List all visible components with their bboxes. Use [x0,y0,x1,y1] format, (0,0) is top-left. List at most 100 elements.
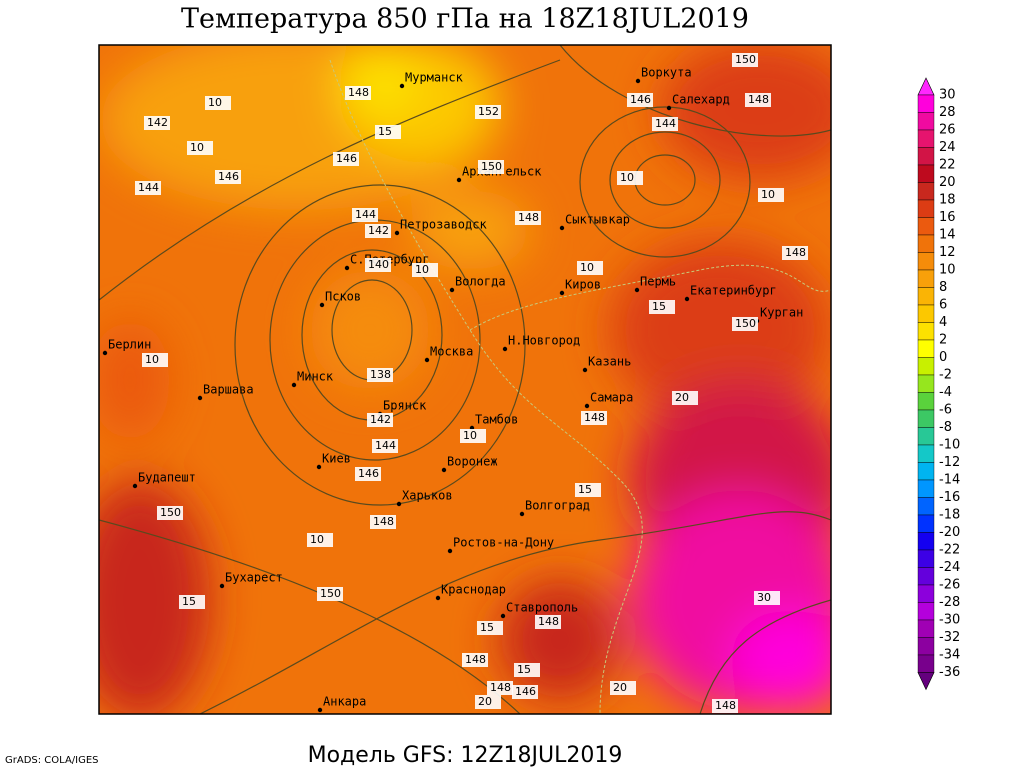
contour-label-box [649,300,675,314]
contour-label: 148 [465,653,486,666]
colorbar-label: 28 [939,105,956,120]
city-dot [666,105,672,111]
colorbar-segment [917,322,935,341]
contour-label-box [745,93,771,107]
city-dot [424,357,430,363]
colorbar-label: 12 [939,245,956,260]
colorbar-segment [917,112,935,131]
contour-label-box [515,211,541,225]
contour-label: 148 [715,699,736,712]
colorbar-label: -4 [939,385,952,400]
contour-label-box [514,663,540,677]
contour-label-box [712,699,738,713]
city-label: Тамбов [475,413,518,427]
colorbar-arrow [917,77,935,96]
contour-label: 30 [757,591,771,604]
city-label: Бухарест [225,571,283,585]
contour-label-box [475,105,501,119]
city-dot [102,350,108,356]
temperature-field [99,45,831,714]
contour-label: 10 [761,188,775,201]
contour-label-box [732,53,758,67]
contour-label-box [782,246,808,260]
colorbar-segment [917,252,935,271]
city-dot [502,346,508,352]
contour-label-box [475,695,501,709]
city-label: Ростов-на-Дону [453,536,554,550]
contour-label-box [412,263,438,277]
city-dot [399,83,405,89]
colorbar-label: 10 [939,263,956,278]
contour-label-box [627,93,653,107]
city-dot [634,287,640,293]
colorbar-segment [917,339,935,358]
contour-label: 142 [368,224,389,237]
city-label: Сыктывкар [565,213,630,227]
contour-label-box [215,170,241,184]
contour-label: 144 [375,439,396,452]
colorbar-label: -22 [939,543,960,558]
colorbar-segment [917,374,935,393]
colorbar-label: -28 [939,595,960,610]
colorbar-segment [917,584,935,603]
contour-label-box [610,681,636,695]
city-label: Варшава [203,383,254,397]
colorbar-segment [917,199,935,218]
contour-label-box [135,181,161,195]
colorbar-label: 2 [939,333,947,348]
city-dot [291,382,297,388]
footer: Модель GFS: 12Z18JUL2019 [308,743,623,768]
colorbar-segment [917,287,935,306]
colorbar-label: -2 [939,368,952,383]
contour-label: 10 [580,261,594,274]
contour-label: 10 [190,141,204,154]
contour-label: 146 [630,93,651,106]
colorbar-label: -36 [939,665,960,680]
colorbar-label: -20 [939,525,960,540]
contour-label: 10 [208,96,222,109]
city-label: Екатеринбург [690,284,777,298]
city-label: Курган [760,306,803,320]
city-dot [559,290,565,296]
contour-label: 20 [675,391,689,404]
city-label: Киев [322,452,351,466]
colorbar-label: 0 [939,350,947,365]
city-label: Минск [297,370,334,384]
colorbar-segment [917,532,935,551]
city-dot [684,296,690,302]
contour-label-box [352,208,378,222]
colorbar-label: -6 [939,403,952,418]
colorbar-label: 30 [939,88,956,103]
city-dot [456,177,462,183]
contour-label-box [179,595,205,609]
colorbar-label: 8 [939,280,947,295]
colorbar-segment [917,444,935,463]
contour-label: 146 [336,152,357,165]
city-dot [344,265,350,271]
city-dot [396,501,402,507]
city-label: Краснодар [441,583,506,597]
colorbar-label: 26 [939,123,956,138]
city-dot [435,595,441,601]
city-dot [197,395,203,401]
contour-label-box [345,86,371,100]
colorbar-segment [917,497,935,516]
contour-label-box [477,621,503,635]
contour-label-box [462,653,488,667]
contour-label-box [575,483,601,497]
colorbar-segment [917,164,935,183]
contour-label-box [187,141,213,155]
city-label: Казань [588,355,631,369]
contour-label: 10 [620,171,634,184]
colorbar-label: -34 [939,648,960,663]
contour-label: 15 [652,300,666,313]
colorbar-label: 6 [939,298,947,313]
city-label: Мурманск [405,71,464,85]
city-label: Воркута [641,66,692,80]
colorbar-segment [917,462,935,481]
colorbar-label: -14 [939,473,960,488]
contour-label-box [487,681,513,695]
colorbar-label: -30 [939,613,960,628]
contour-label: 15 [517,663,531,676]
